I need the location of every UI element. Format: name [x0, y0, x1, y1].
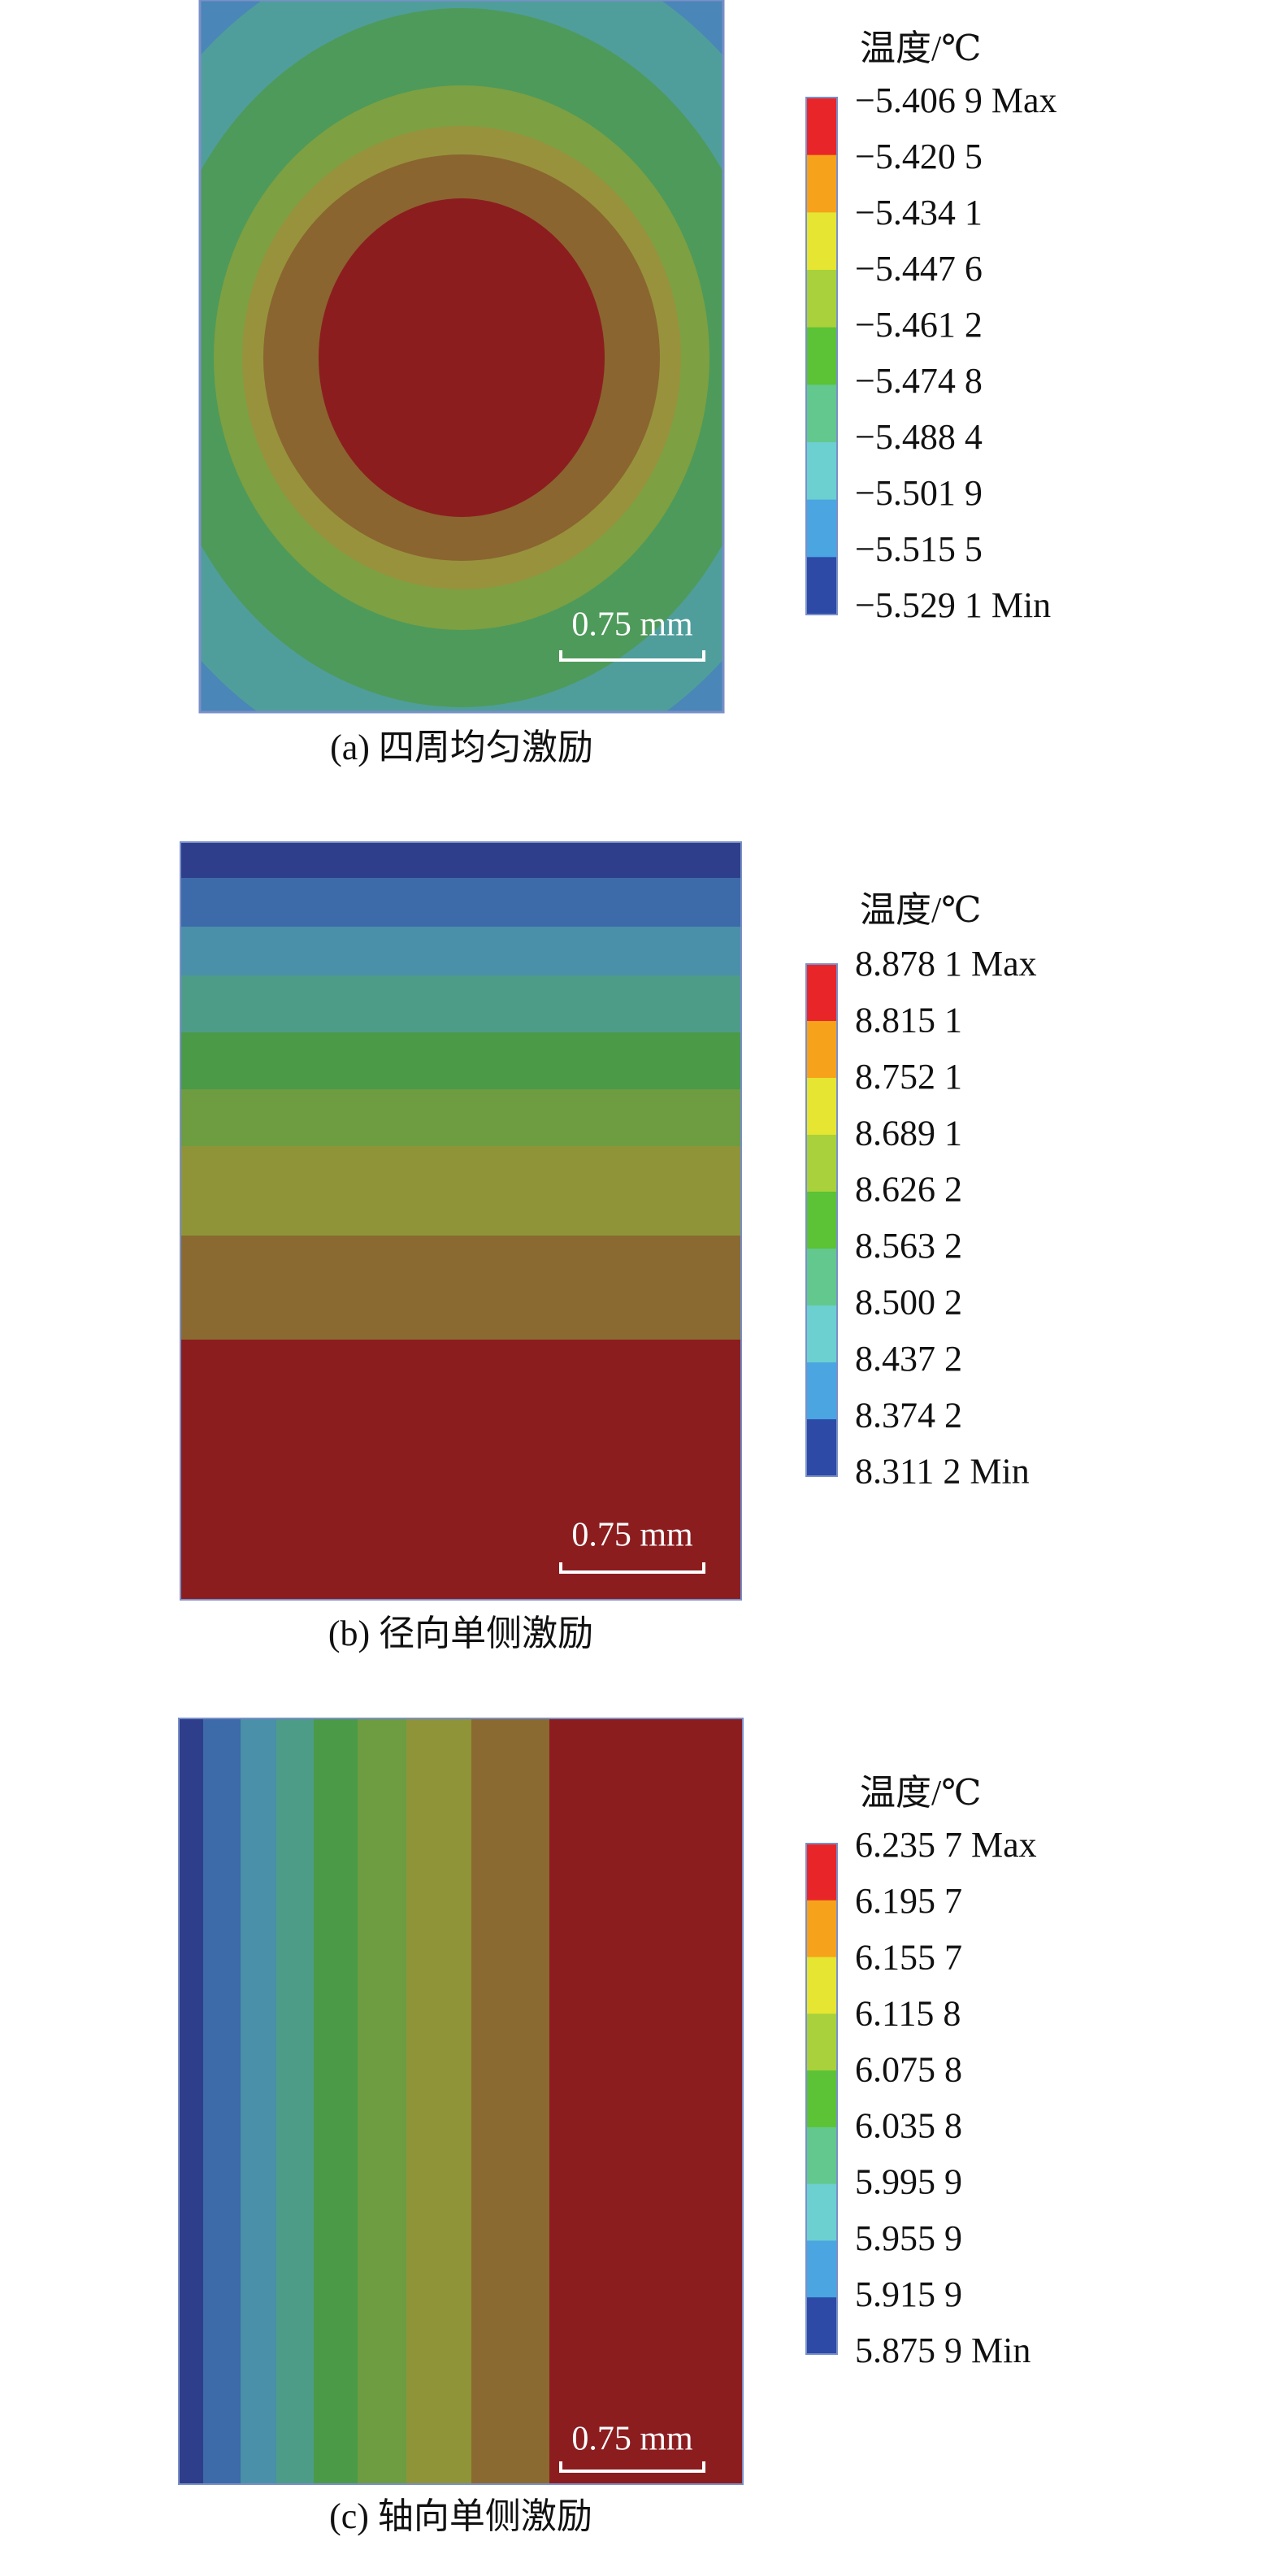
legend-label: 6.115 8 [855, 1993, 961, 2033]
legend-swatch [806, 1078, 837, 1136]
legend-swatch [806, 212, 837, 271]
legend-label: 6.075 8 [855, 2049, 962, 2089]
contour-band [203, 1718, 241, 2484]
legend-label: −5.447 6 [855, 249, 983, 289]
caption: (b) 径向单侧激励 [328, 1614, 593, 1653]
contour-band [180, 878, 741, 927]
legend-label: 6.155 7 [855, 1937, 962, 1977]
legend-swatch [806, 327, 837, 385]
legend-label: 6.195 7 [855, 1881, 962, 1921]
legend-swatch [806, 2126, 837, 2185]
contour-band [180, 975, 741, 1032]
legend-swatch [806, 2183, 837, 2241]
legend-swatch [806, 499, 837, 558]
legend-label: −5.501 9 [855, 473, 983, 513]
legend-label: −5.474 8 [855, 361, 983, 401]
contour-band [180, 1032, 741, 1089]
contour-band [358, 1718, 406, 2484]
scale-bar [559, 650, 705, 662]
caption: (c) 轴向单侧激励 [329, 2496, 592, 2536]
legend-swatch [806, 1192, 837, 1249]
legend-swatch [806, 1305, 837, 1363]
legend-label: 8.374 2 [855, 1395, 962, 1435]
legend-label: 8.563 2 [855, 1226, 962, 1266]
scale-bar-label: 0.75 mm [571, 606, 693, 644]
legend-label: −5.529 1 Min [855, 585, 1051, 625]
image-border [178, 1718, 744, 2485]
legend-label: 8.626 2 [855, 1170, 962, 1210]
legend-label: −5.488 4 [855, 417, 983, 457]
legend-label: 8.878 1 Max [855, 944, 1037, 984]
legend-swatch [806, 2297, 837, 2355]
legend-label: 5.875 9 Min [855, 2331, 1031, 2370]
caption: (a) 四周均匀激励 [330, 728, 593, 767]
legend-label: 5.955 9 [855, 2218, 962, 2258]
legend-title: 温度/℃ [860, 890, 981, 930]
scale-bar [559, 2461, 705, 2473]
legend-label: −5.406 9 Max [855, 80, 1057, 120]
legend-label: 8.437 2 [855, 1339, 962, 1379]
legend-swatch [806, 2013, 837, 2071]
contour-band [180, 1089, 741, 1146]
legend-swatch [806, 1844, 837, 1901]
contour-band [180, 842, 741, 878]
legend-label: −5.515 5 [855, 529, 983, 569]
scale-bar-label: 0.75 mm [571, 1517, 693, 1554]
legend-label: 6.035 8 [855, 2106, 962, 2146]
contour-band [406, 1718, 471, 2484]
legend-swatch [806, 154, 837, 213]
legend-swatch [806, 2070, 837, 2128]
image-border [180, 841, 742, 1601]
legend-swatch [806, 964, 837, 1022]
contour-band [549, 1718, 743, 2484]
legend-label: 8.689 1 [855, 1113, 962, 1153]
legend-label: −5.434 1 [855, 193, 983, 232]
legend-swatch [806, 1362, 837, 1420]
contour-band [314, 1718, 358, 2484]
legend-bar-border [805, 1843, 838, 2355]
scale-bar [559, 1562, 705, 1574]
legend-label: 5.995 9 [855, 2162, 962, 2202]
contour-band [180, 1146, 741, 1236]
legend-label: −5.420 5 [855, 137, 983, 176]
scale-bar-label: 0.75 mm [571, 2421, 693, 2458]
legend-swatch [806, 2240, 837, 2298]
legend-label: 5.915 9 [855, 2274, 962, 2314]
contour-band [471, 1718, 549, 2484]
legend-label: 6.235 7 Max [855, 1825, 1037, 1865]
legend-swatch [806, 557, 837, 615]
contour-map [200, 0, 723, 712]
legend-swatch [806, 1249, 837, 1306]
contour-band [180, 1340, 741, 1600]
contour-band [276, 1718, 314, 2484]
contour-band [180, 927, 741, 975]
legend-label: −5.461 2 [855, 305, 983, 345]
legend-swatch [806, 1135, 837, 1192]
legend-swatch [806, 1957, 837, 2014]
legend-label: 8.752 1 [855, 1057, 962, 1097]
legend-swatch [806, 1900, 837, 1958]
contour-band [241, 1718, 276, 2484]
legend-title: 温度/℃ [860, 1773, 981, 1813]
legend-title: 温度/℃ [860, 28, 981, 68]
legend-label: 8.815 1 [855, 1000, 962, 1040]
legend-bar-border [805, 97, 838, 615]
legend-swatch [806, 1419, 837, 1477]
legend-swatch [806, 384, 837, 443]
legend-label: 8.500 2 [855, 1282, 962, 1322]
legend-bar-border [805, 963, 838, 1477]
legend-swatch [806, 442, 837, 501]
legend-swatch [806, 1021, 837, 1079]
legend-swatch [806, 270, 837, 328]
image-border [198, 0, 725, 714]
legend-label: 8.311 2 Min [855, 1452, 1030, 1492]
contour-band [319, 198, 605, 517]
contour-band [179, 1718, 203, 2484]
contour-band [180, 1236, 741, 1340]
legend-swatch [806, 98, 837, 156]
